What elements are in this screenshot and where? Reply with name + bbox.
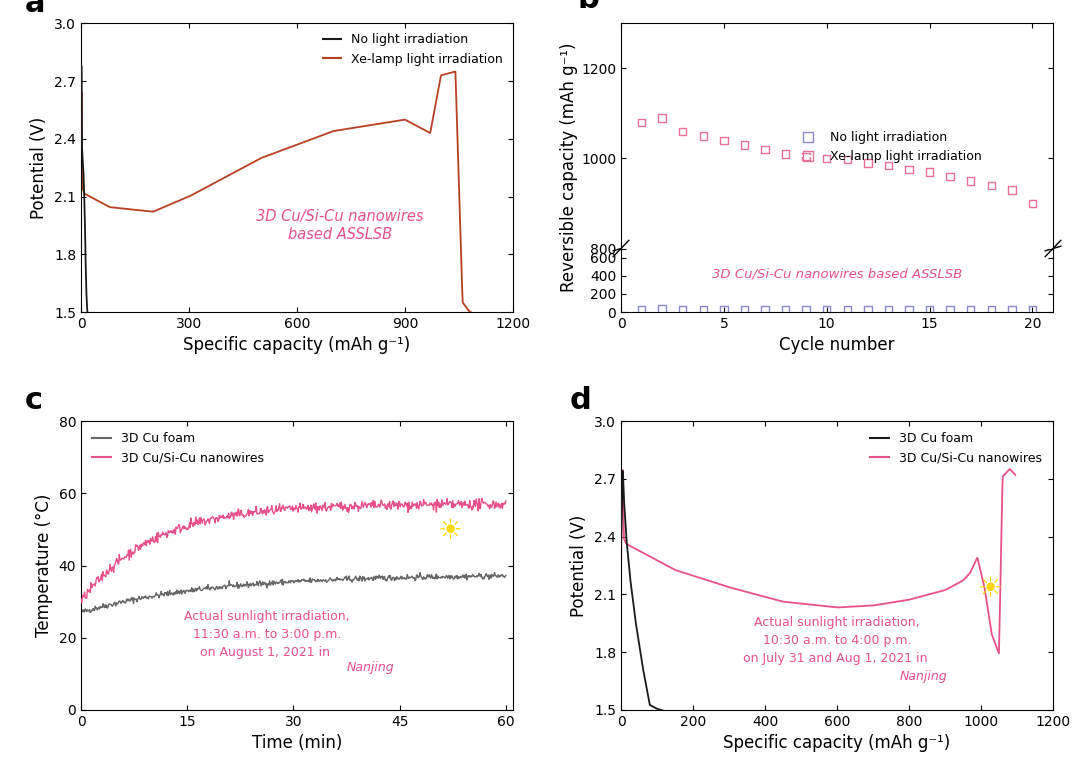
Point	[860, 303, 877, 316]
Point	[715, 134, 732, 147]
Point	[942, 303, 959, 316]
Point	[962, 303, 980, 316]
Text: ☀: ☀	[977, 575, 1003, 603]
Text: ☀: ☀	[437, 517, 463, 545]
Point	[653, 303, 671, 315]
Point	[1003, 303, 1021, 316]
Point	[1003, 184, 1021, 197]
Text: Nanjing: Nanjing	[347, 661, 394, 675]
Point	[880, 303, 897, 316]
Point	[633, 116, 650, 129]
Text: a: a	[25, 0, 45, 18]
Y-axis label: Temperature (°C): Temperature (°C)	[35, 494, 53, 637]
Point	[1024, 303, 1041, 316]
Y-axis label: Potential (V): Potential (V)	[30, 116, 49, 219]
Point	[860, 157, 877, 169]
Point	[839, 153, 856, 165]
Point	[818, 152, 835, 165]
Text: 3D Cu/Si-Cu nanowires
based ASSLSB: 3D Cu/Si-Cu nanowires based ASSLSB	[256, 209, 424, 242]
Text: c: c	[25, 386, 43, 416]
Text: Reversible capacity (mAh g⁻¹): Reversible capacity (mAh g⁻¹)	[561, 43, 578, 292]
Y-axis label: Potential (V): Potential (V)	[570, 514, 589, 617]
Point	[880, 159, 897, 172]
Point	[797, 303, 814, 316]
X-axis label: Specific capacity (mAh g⁻¹): Specific capacity (mAh g⁻¹)	[184, 336, 410, 354]
Text: Actual sunlight irradiation,
11:30 a.m. to 3:00 p.m.
on August 1, 2021 in: Actual sunlight irradiation, 11:30 a.m. …	[184, 610, 350, 659]
Text: Actual sunlight irradiation,
10:30 a.m. to 4:00 p.m.
on July 31 and Aug 1, 2021 : Actual sunlight irradiation, 10:30 a.m. …	[743, 616, 931, 665]
Point	[735, 139, 753, 151]
Legend: No light irradiation, Xe-lamp light irradiation: No light irradiation, Xe-lamp light irra…	[791, 126, 987, 168]
Point	[839, 303, 856, 316]
Point	[633, 303, 650, 316]
Point	[901, 303, 918, 316]
Text: b: b	[578, 0, 599, 14]
Point	[1024, 197, 1041, 210]
X-axis label: Specific capacity (mAh g⁻¹): Specific capacity (mAh g⁻¹)	[724, 734, 950, 752]
Point	[777, 147, 794, 160]
Point	[735, 303, 753, 316]
Point	[942, 170, 959, 183]
Point	[756, 303, 773, 316]
Point	[983, 303, 1000, 316]
Point	[653, 112, 671, 124]
Text: Nanjing: Nanjing	[900, 670, 947, 683]
Point	[962, 175, 980, 187]
Point	[694, 129, 712, 142]
Point	[983, 179, 1000, 192]
X-axis label: Cycle number: Cycle number	[780, 336, 894, 354]
Legend: 3D Cu foam, 3D Cu/Si-Cu nanowires: 3D Cu foam, 3D Cu/Si-Cu nanowires	[87, 427, 269, 470]
X-axis label: Time (min): Time (min)	[252, 734, 342, 752]
Point	[777, 303, 794, 316]
Point	[715, 303, 732, 316]
Point	[921, 303, 939, 316]
Text: d: d	[569, 386, 591, 416]
Text: 3D Cu/Si-Cu nanowires based ASSLSB: 3D Cu/Si-Cu nanowires based ASSLSB	[712, 268, 962, 280]
Point	[818, 303, 835, 316]
Legend: No light irradiation, Xe-lamp light irradiation: No light irradiation, Xe-lamp light irra…	[319, 30, 507, 69]
Point	[674, 303, 691, 316]
Point	[901, 164, 918, 176]
Legend: 3D Cu foam, 3D Cu/Si-Cu nanowires: 3D Cu foam, 3D Cu/Si-Cu nanowires	[865, 427, 1047, 470]
Point	[797, 150, 814, 162]
Point	[921, 165, 939, 178]
Point	[756, 144, 773, 156]
Point	[674, 126, 691, 138]
Point	[694, 303, 712, 316]
